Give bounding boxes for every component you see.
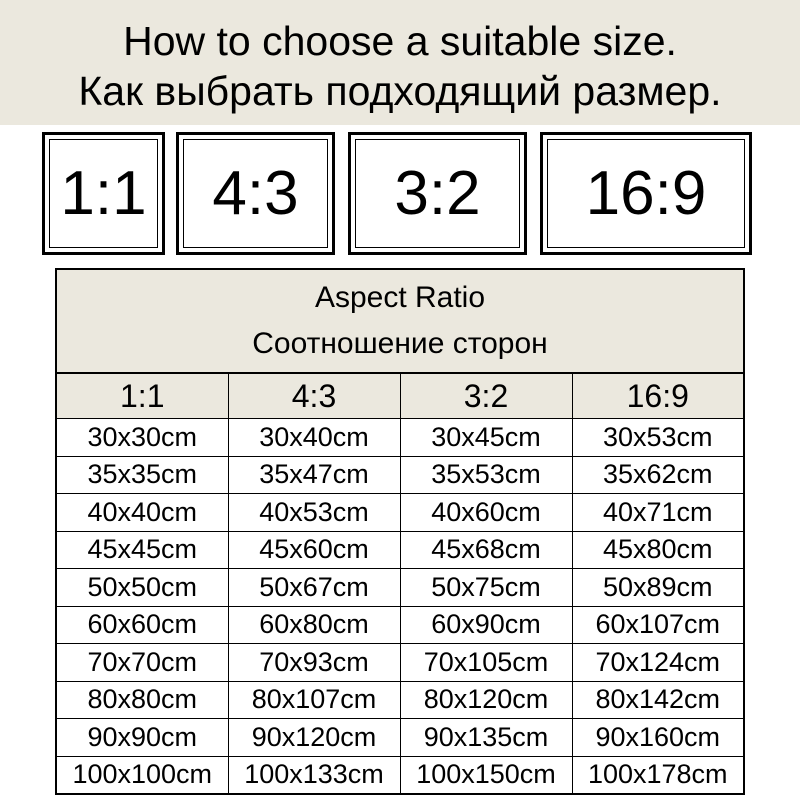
table-cell: 60x107cm: [571, 605, 745, 644]
table-cell: 60x90cm: [399, 605, 573, 644]
table-cell: 80x120cm: [399, 680, 573, 719]
table-cell: 100x133cm: [227, 755, 401, 795]
table-cell: 35x47cm: [227, 455, 401, 494]
table-cell: 30x53cm: [571, 418, 745, 457]
table-cell: 40x53cm: [227, 493, 401, 532]
table-cell: 50x50cm: [55, 568, 229, 607]
table-title-line: Aspect Ratio: [314, 281, 486, 314]
table-cell: 50x75cm: [399, 568, 573, 607]
table-cell: 35x62cm: [571, 455, 745, 494]
ratio-box: 3:2: [348, 132, 527, 255]
table-title-row: Aspect Ratio Соотношение сторон: [55, 268, 745, 374]
table-cell: 90x120cm: [227, 718, 401, 757]
table-cell: 40x60cm: [399, 493, 573, 532]
table-cell: 90x90cm: [55, 718, 229, 757]
table-cell: 100x100cm: [55, 755, 229, 795]
table-row: 35x35cm 35x47cm 35x53cm 35x62cm: [55, 455, 745, 494]
table-row: 50x50cm 50x67cm 50x75cm 50x89cm: [55, 568, 745, 607]
table-cell: 45x60cm: [227, 530, 401, 569]
table-cell: 80x80cm: [55, 680, 229, 719]
table-cell: 45x45cm: [55, 530, 229, 569]
table-cell: 50x67cm: [227, 568, 401, 607]
table-row: 45x45cm 45x60cm 45x68cm 45x80cm: [55, 530, 745, 569]
table-cell: 60x60cm: [55, 605, 229, 644]
table-cell: 70x124cm: [571, 643, 745, 682]
table-cell: 60x80cm: [227, 605, 401, 644]
table-cell: 35x53cm: [399, 455, 573, 494]
ratio-box: 1:1: [42, 132, 165, 255]
table-cell: 35x35cm: [55, 455, 229, 494]
table-cell: 80x142cm: [571, 680, 745, 719]
table-cell: 50x89cm: [571, 568, 745, 607]
table-cell: 70x93cm: [227, 643, 401, 682]
table-row: 40x40cm 40x53cm 40x60cm 40x71cm: [55, 493, 745, 532]
table-row: 60x60cm 60x80cm 60x90cm 60x107cm: [55, 605, 745, 644]
size-table: Aspect Ratio Соотношение сторон 1:1 4:3 3:2 1…: [55, 268, 745, 795]
table-row: 80x80cm 80x107cm 80x120cm 80x142cm: [55, 680, 745, 719]
table-cell: 30x45cm: [399, 418, 573, 457]
title-ru: Как выбрать подходящий размер.: [78, 68, 722, 114]
title-en: How to choose a suitable size.: [123, 18, 677, 64]
table-cell: 70x105cm: [399, 643, 573, 682]
table-cell: 100x178cm: [571, 755, 745, 795]
table-cell: 90x160cm: [571, 718, 745, 757]
column-header: 3:2: [399, 372, 573, 419]
table-cell: 80x107cm: [227, 680, 401, 719]
column-header: 1:1: [55, 372, 229, 419]
table-row: 30x30cm 30x40cm 30x45cm 30x53cm: [55, 418, 745, 457]
table-cell: 100x150cm: [399, 755, 573, 795]
table-cell: 30x40cm: [227, 418, 401, 457]
table-cell: 30x30cm: [55, 418, 229, 457]
table-row: 90x90cm 90x120cm 90x135cm 90x160cm: [55, 718, 745, 757]
table-row: 70x70cm 70x93cm 70x105cm 70x124cm: [55, 643, 745, 682]
table-title: Aspect Ratio Соотношение сторон: [55, 268, 745, 374]
table-title-line: Соотношение сторон: [252, 327, 548, 360]
table-cell: 45x80cm: [571, 530, 745, 569]
column-header: 4:3: [227, 372, 401, 419]
table-cell: 40x40cm: [55, 493, 229, 532]
column-header: 16:9: [571, 372, 745, 419]
table-cell: 90x135cm: [399, 718, 573, 757]
table-cell: 40x71cm: [571, 493, 745, 532]
ratio-box: 4:3: [176, 132, 335, 255]
table-cell: 70x70cm: [55, 643, 229, 682]
header: How to choose a suitable size. Как выбра…: [0, 0, 800, 125]
ratio-box: 16:9: [540, 132, 752, 255]
header-row: 1:1 4:3 3:2 16:9: [55, 372, 745, 419]
table-row: 100x100cm 100x133cm 100x150cm 100x178cm: [55, 755, 745, 795]
table-cell: 45x68cm: [399, 530, 573, 569]
